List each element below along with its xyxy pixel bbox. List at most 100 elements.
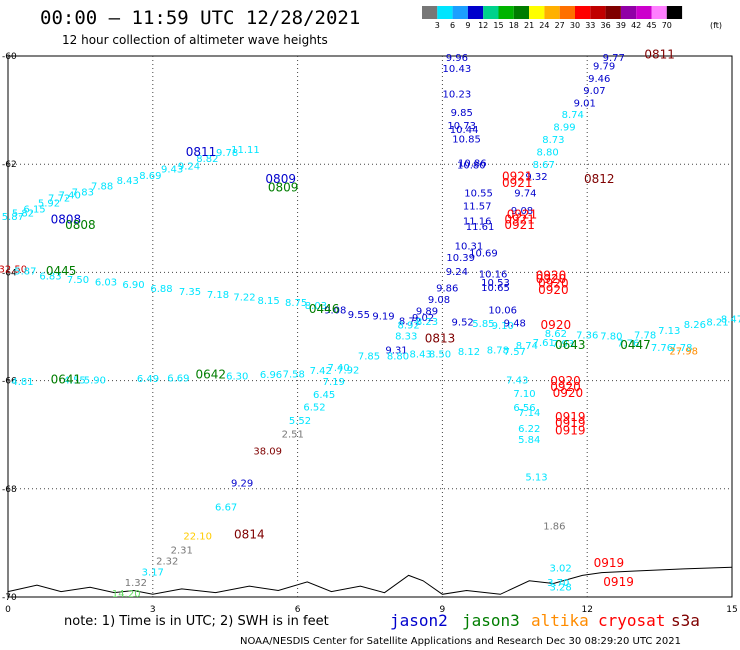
color-scale-legend: 3 6 9 12 15 18 21 24 27 30 33 36 39 42 45 70 (ft) bbox=[422, 6, 722, 30]
wave-height-label: 7.22 bbox=[233, 293, 255, 304]
wave-height-label: 9.31 bbox=[385, 346, 407, 357]
wave-height-label: 8.15 bbox=[258, 296, 280, 307]
wave-height-label: 14.20 bbox=[112, 589, 141, 600]
wave-height-label: 7.88 bbox=[91, 182, 113, 193]
wave-height-label: 5.84 bbox=[518, 435, 540, 446]
wave-height-label: 38.09 bbox=[253, 447, 282, 458]
chart-title: 00:00 – 11:59 UTC 12/28/2021 bbox=[40, 7, 360, 29]
wave-height-label: 9.01 bbox=[574, 98, 596, 109]
wave-height-label: 8.12 bbox=[458, 347, 480, 358]
wave-height-label: 10.85 bbox=[452, 135, 481, 146]
wave-height-label: 3.70 bbox=[547, 578, 569, 589]
wave-height-label: 9.74 bbox=[514, 189, 536, 200]
wave-height-label: 7.58 bbox=[283, 369, 305, 380]
wave-height-label: 5.90 bbox=[84, 375, 106, 386]
wave-height-label: 9.10 bbox=[492, 321, 514, 332]
legend-label: 27 bbox=[555, 21, 565, 30]
wave-height-label: 10.55 bbox=[464, 189, 493, 200]
wave-height-label: 5.52 bbox=[289, 416, 311, 427]
wave-height-label: 2.51 bbox=[282, 429, 304, 440]
wave-height-label: 10.65 bbox=[481, 283, 510, 294]
wave-height-label: 7.72 bbox=[48, 194, 70, 205]
wave-height-label: 6.49 bbox=[137, 374, 159, 385]
wave-height-label: 10.16 bbox=[479, 269, 508, 280]
y-tick-label: -70 bbox=[2, 593, 17, 603]
wave-height-label: 7.93 bbox=[552, 339, 574, 350]
wave-height-label: 6.69 bbox=[167, 374, 189, 385]
legend-swatch bbox=[666, 6, 683, 19]
wave-height-label: 10.31 bbox=[455, 242, 484, 253]
legend-swatch bbox=[483, 6, 499, 19]
legend-label: 36 bbox=[601, 21, 611, 30]
pass-time-label: 0920 bbox=[538, 277, 569, 291]
wave-height-label: 9.52 bbox=[452, 317, 474, 328]
wave-height-label: 9.19 bbox=[372, 311, 394, 322]
pass-time-label: 0811 bbox=[644, 48, 675, 62]
wave-height-label: 4.81 bbox=[11, 377, 33, 388]
wave-height-label: 9.89 bbox=[416, 307, 438, 318]
wave-height-label: 8.47 bbox=[721, 315, 740, 326]
y-tick-label: -60 bbox=[2, 52, 17, 62]
satellite-legend-cryosat: cryosat bbox=[598, 611, 665, 630]
wave-height-label: 8.78 bbox=[487, 346, 509, 357]
wave-height-label: 3.02 bbox=[550, 564, 572, 575]
wave-height-label: 9.32 bbox=[525, 172, 547, 183]
satellite-legend-altika: altika bbox=[531, 611, 589, 630]
wave-height-label: 8.74 bbox=[516, 341, 538, 352]
wave-height-label: 6.03 bbox=[95, 277, 117, 288]
wave-height-label: 6.96 bbox=[260, 370, 282, 381]
pass-time-label: 0919 bbox=[555, 410, 586, 424]
wave-height-label: 7.14 bbox=[518, 408, 540, 419]
wave-height-label: 7.61 bbox=[533, 338, 555, 349]
pass-time-label: 0808 bbox=[65, 218, 96, 232]
wave-height-label: 10.23 bbox=[443, 90, 472, 101]
wave-height-label: 7.43 bbox=[506, 375, 528, 386]
legend-label: 21 bbox=[524, 21, 534, 30]
wave-height-label: 8.73 bbox=[542, 135, 564, 146]
legend-label: 9 bbox=[465, 21, 470, 30]
legend-label: 42 bbox=[631, 21, 641, 30]
legend-swatch bbox=[559, 6, 575, 19]
plot-frame bbox=[7, 55, 733, 598]
pass-time-label: 0921 bbox=[504, 213, 535, 227]
wave-height-label: 6.30 bbox=[226, 372, 248, 383]
y-tick-label: -62 bbox=[2, 160, 17, 170]
wave-height-label: 10.73 bbox=[447, 121, 476, 132]
legend-swatch bbox=[498, 6, 514, 19]
wave-height-label: 7.40 bbox=[327, 363, 349, 374]
wave-height-label: 7.76 bbox=[617, 339, 639, 350]
pass-time-label: 0641 bbox=[51, 372, 82, 386]
wave-height-label: 8.67 bbox=[533, 160, 555, 171]
wave-height-label: 10.80 bbox=[457, 161, 486, 172]
wave-height-label: 3.17 bbox=[142, 567, 164, 578]
pass-time-label: 0919 bbox=[555, 424, 586, 438]
wave-height-label: 7.42 bbox=[310, 366, 332, 377]
wave-height-label: 9.29 bbox=[231, 479, 253, 490]
wave-height-label: 6.52 bbox=[303, 402, 325, 413]
legend-swatch bbox=[636, 6, 652, 19]
satellite-legend-jason2: jason2 bbox=[390, 611, 448, 630]
pass-time-label: 0446 bbox=[309, 302, 340, 316]
wave-height-label: 9.48 bbox=[504, 319, 526, 330]
wave-height-label: 7.57 bbox=[504, 347, 526, 358]
wave-height-label: 8.69 bbox=[139, 171, 161, 182]
legend-label: 3 bbox=[435, 21, 440, 30]
wave-height-label: 10.86 bbox=[458, 158, 487, 169]
x-tick-label: 0 bbox=[5, 605, 11, 615]
legend-swatch bbox=[590, 6, 606, 19]
footer-note: note: 1) Time is in UTC; 2) SWH is in fe… bbox=[64, 614, 329, 629]
y-tick-label: -66 bbox=[2, 377, 17, 387]
wave-height-label: 8.50 bbox=[429, 349, 451, 360]
wave-height-label: 7.40 bbox=[59, 190, 81, 201]
chart-subtitle: 12 hour collection of altimeter wave hei… bbox=[62, 33, 328, 47]
pass-time-label: 0919 bbox=[594, 556, 625, 570]
wave-height-label: 5.13 bbox=[525, 473, 547, 484]
wave-height-label: 3.28 bbox=[550, 583, 572, 594]
wave-height-label: 1.32 bbox=[125, 578, 147, 589]
wave-height-label: 9.96 bbox=[446, 53, 468, 64]
pass-time-label: 0920 bbox=[538, 283, 569, 297]
wave-height-label: 7.83 bbox=[72, 188, 94, 199]
wave-height-label: 4.55 bbox=[63, 375, 85, 386]
wave-height-label: 8.99 bbox=[553, 123, 575, 134]
